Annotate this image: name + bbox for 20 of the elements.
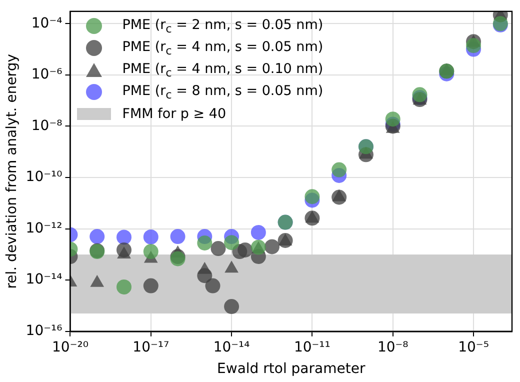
- y-axis-title: rel. deviation from analyt. energy: [4, 54, 20, 289]
- legend-label: FMM for p ≥ 40: [122, 106, 226, 122]
- x-tick-label: 10⁻⁸: [377, 339, 409, 356]
- y-tick-label: 10⁻¹⁶: [26, 323, 63, 340]
- x-tick-label: 10⁻⁵: [458, 339, 489, 356]
- y-tick-label: 10⁻¹²: [26, 220, 62, 236]
- y-tick-label: 10⁻⁶: [31, 66, 63, 83]
- y-tick-label: 10⁻⁴: [31, 15, 63, 32]
- y-tick-label: 10⁻⁸: [31, 118, 63, 134]
- y-tick-label: 10⁻¹⁰: [26, 169, 63, 186]
- legend-label: PME (r$_{c}$ = 4 nm, s = 0.05 nm): [122, 39, 324, 58]
- x-tick-label: 10⁻¹⁴: [213, 339, 250, 356]
- legend-label: PME (r$_{c}$ = 2 nm, s = 0.05 nm): [122, 17, 324, 36]
- y-tick-label: 10⁻¹⁴: [26, 272, 63, 288]
- x-axis-title: Ewald rtol parameter: [217, 361, 366, 378]
- x-tick-label: 10⁻¹⁷: [132, 339, 170, 356]
- legend-label: PME (r$_{c}$ = 8 nm, s = 0.05 nm): [122, 83, 324, 102]
- x-tick-label: 10⁻¹¹: [294, 339, 330, 356]
- legend-label: PME (r$_{c}$ = 4 nm, s = 0.10 nm): [122, 61, 324, 80]
- x-tick-label: 10⁻²⁰: [52, 339, 89, 356]
